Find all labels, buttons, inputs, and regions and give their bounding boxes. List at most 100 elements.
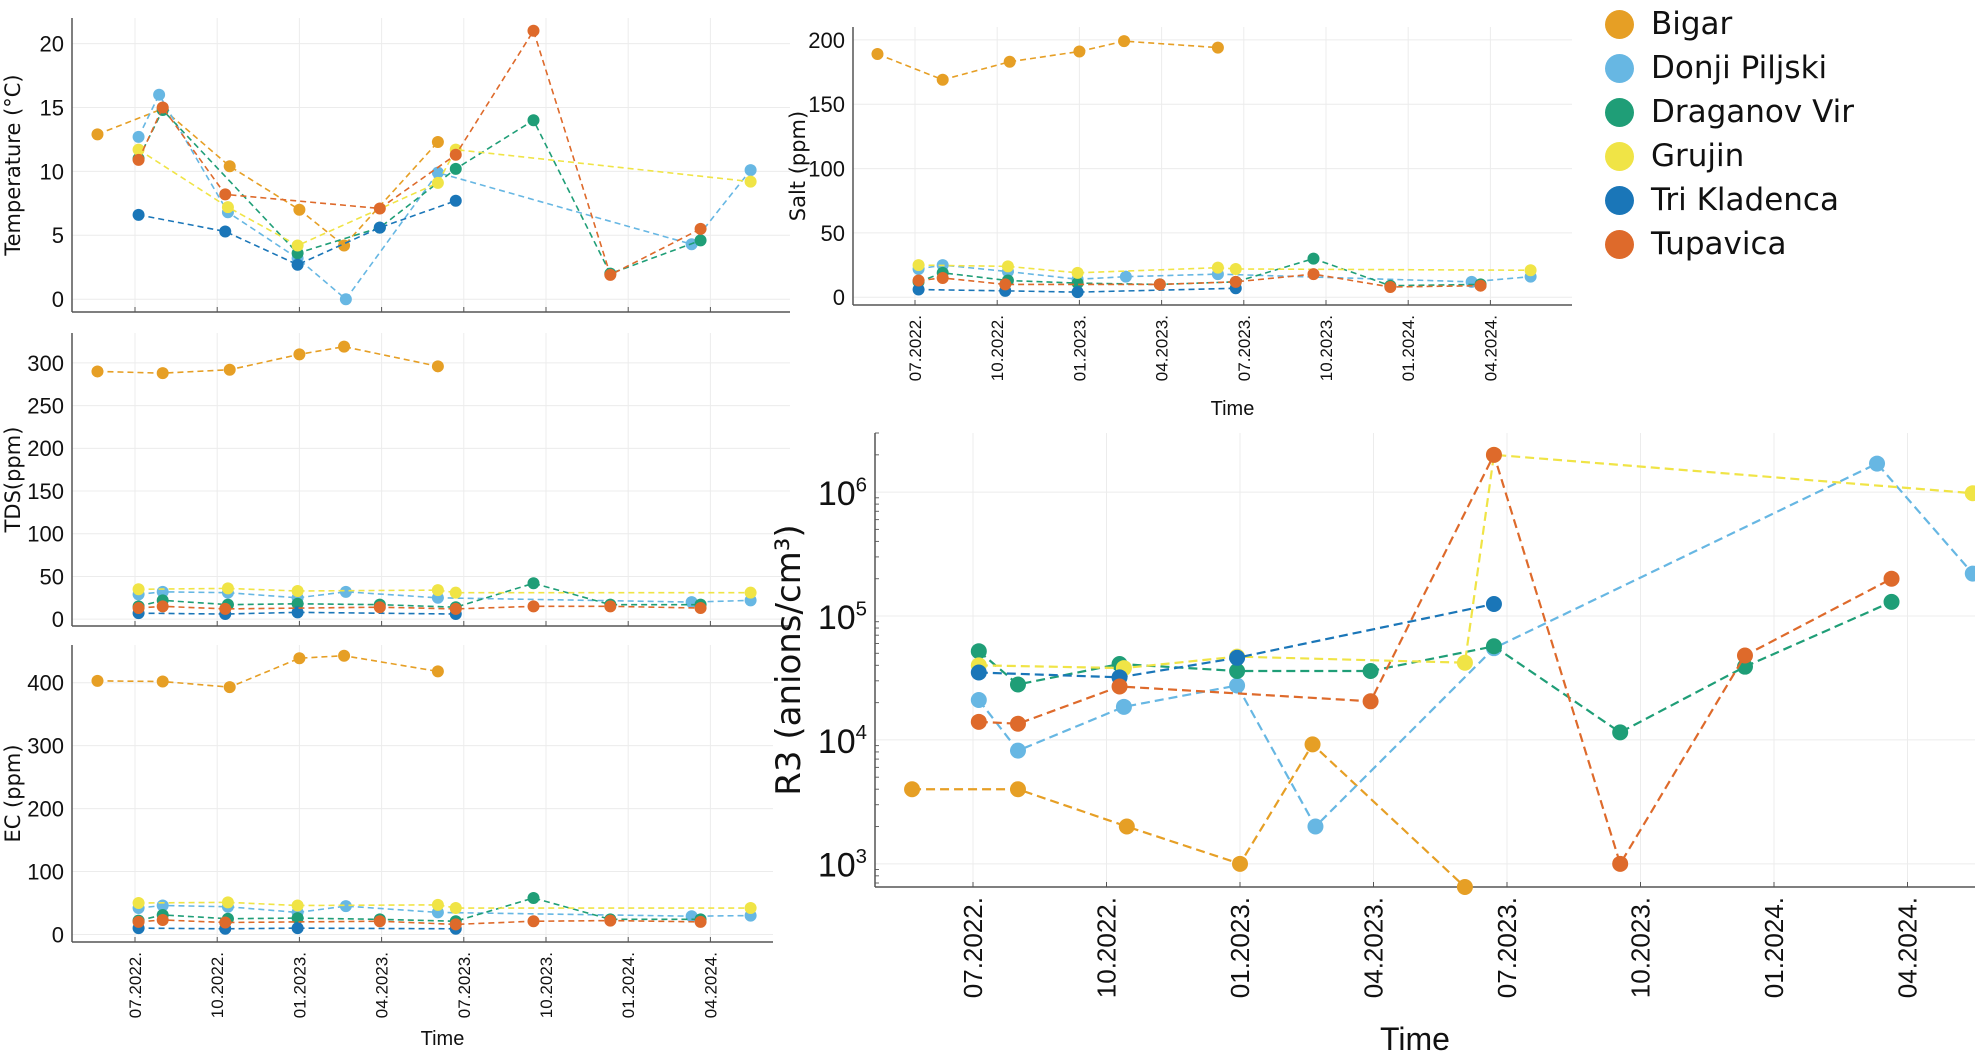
legend-marker-icon	[1605, 97, 1634, 127]
data-point	[91, 365, 104, 378]
data-point	[1119, 270, 1132, 283]
data-point	[1362, 693, 1379, 710]
legend-label: Bigar	[1651, 6, 1733, 42]
data-point	[1153, 278, 1166, 291]
data-point	[156, 675, 169, 688]
data-point	[132, 602, 145, 615]
data-point	[904, 781, 921, 798]
data-point	[1456, 654, 1473, 671]
y-axis-label: Temperature (°C)	[1, 74, 25, 256]
data-point	[291, 922, 304, 935]
series-line	[918, 273, 1481, 288]
data-point	[1524, 264, 1537, 277]
data-point	[744, 164, 757, 177]
legend-marker-icon	[1605, 9, 1634, 39]
data-point	[694, 602, 707, 615]
temperature-panel: 0 5 10 15 20 Temperature (°C)	[1, 18, 790, 313]
x-tick-label: 01.2023.	[290, 952, 309, 1018]
legend-marker-icon	[1605, 185, 1634, 215]
data-point	[221, 201, 234, 214]
data-point	[970, 643, 987, 660]
data-point	[431, 166, 444, 179]
series-line	[138, 591, 751, 603]
x-axis-label: Time	[1211, 398, 1255, 420]
series-tupavica	[132, 913, 707, 931]
x-tick-label: 04.2023.	[373, 952, 392, 1018]
x-tick-label: 04.2023.	[1359, 897, 1389, 998]
data-point	[373, 202, 386, 215]
legend-item: Bigar	[1605, 2, 1854, 46]
legend-marker-icon	[1605, 229, 1634, 259]
y-tick-label: 0	[52, 287, 64, 312]
series-tupavica	[132, 600, 707, 615]
data-point	[291, 584, 304, 597]
data-point	[431, 898, 444, 911]
data-point	[527, 24, 540, 37]
data-point	[1071, 286, 1084, 299]
series-line	[138, 605, 701, 610]
data-point	[293, 348, 306, 361]
data-point	[1883, 570, 1900, 587]
y-tick-label: 15	[40, 95, 64, 120]
data-point	[1229, 649, 1246, 666]
data-point	[694, 234, 707, 247]
data-point	[219, 188, 232, 201]
data-point	[223, 363, 236, 376]
x-tick-label: 10.2022.	[988, 315, 1007, 381]
data-point	[1009, 715, 1026, 732]
series-line	[137, 28, 701, 277]
y-tick-label: 10	[40, 159, 64, 184]
legend: Bigar Donji Piljski Draganov Vir Grujin Tri …	[1605, 2, 1854, 266]
x-tick-label: 04.2024.	[701, 952, 720, 1018]
series-line	[918, 264, 1531, 274]
data-point	[153, 88, 166, 101]
data-point	[219, 602, 232, 615]
data-point	[339, 293, 352, 306]
series-bigar	[91, 649, 444, 694]
legend-item: Donji Piljski	[1605, 46, 1854, 90]
data-point	[449, 162, 462, 175]
series-draganov-vir	[912, 252, 1487, 292]
y-axis-label: R3 (anions/cm³)	[769, 524, 809, 795]
data-point	[1485, 596, 1502, 613]
series-line	[977, 462, 1974, 829]
series-line	[138, 611, 456, 615]
y-tick-label: 100	[27, 522, 64, 547]
series-line	[138, 919, 701, 926]
data-point	[744, 902, 757, 915]
data-point	[527, 577, 540, 590]
data-point	[339, 585, 352, 598]
data-point	[1869, 455, 1886, 472]
tds-panel: 0 50 100 150 200 250 300 TDS(ppm)	[1, 333, 790, 632]
data-point	[1071, 277, 1084, 290]
data-point	[156, 101, 169, 114]
data-point	[293, 203, 306, 216]
x-tick-label: 10.2023.	[537, 952, 556, 1018]
series-grujin	[970, 446, 1975, 677]
data-point	[156, 367, 169, 380]
data-point	[449, 902, 462, 915]
data-point	[936, 271, 949, 284]
legend-item: Tri Kladenca	[1605, 178, 1854, 222]
data-point	[1307, 252, 1320, 265]
data-point	[431, 176, 444, 189]
data-point	[91, 128, 104, 141]
y-tick-label: 20	[40, 31, 64, 56]
series-line	[97, 654, 439, 688]
x-tick-label: 07.2023.	[455, 952, 474, 1018]
y-axis-label: EC (ppm)	[1, 744, 25, 842]
data-point	[132, 896, 145, 909]
legend-item: Grujin	[1605, 134, 1854, 178]
data-point	[1612, 855, 1629, 872]
data-point	[970, 713, 987, 730]
data-point	[1612, 724, 1629, 741]
data-point	[1307, 818, 1324, 835]
data-point	[1003, 55, 1016, 68]
legend-marker-icon	[1605, 141, 1634, 171]
x-tick-label: 01.2023.	[1225, 897, 1255, 998]
data-point	[156, 600, 169, 613]
data-point	[1232, 855, 1248, 872]
data-point	[431, 360, 444, 373]
data-point	[912, 283, 925, 296]
legend-label: Donji Piljski	[1651, 50, 1828, 86]
